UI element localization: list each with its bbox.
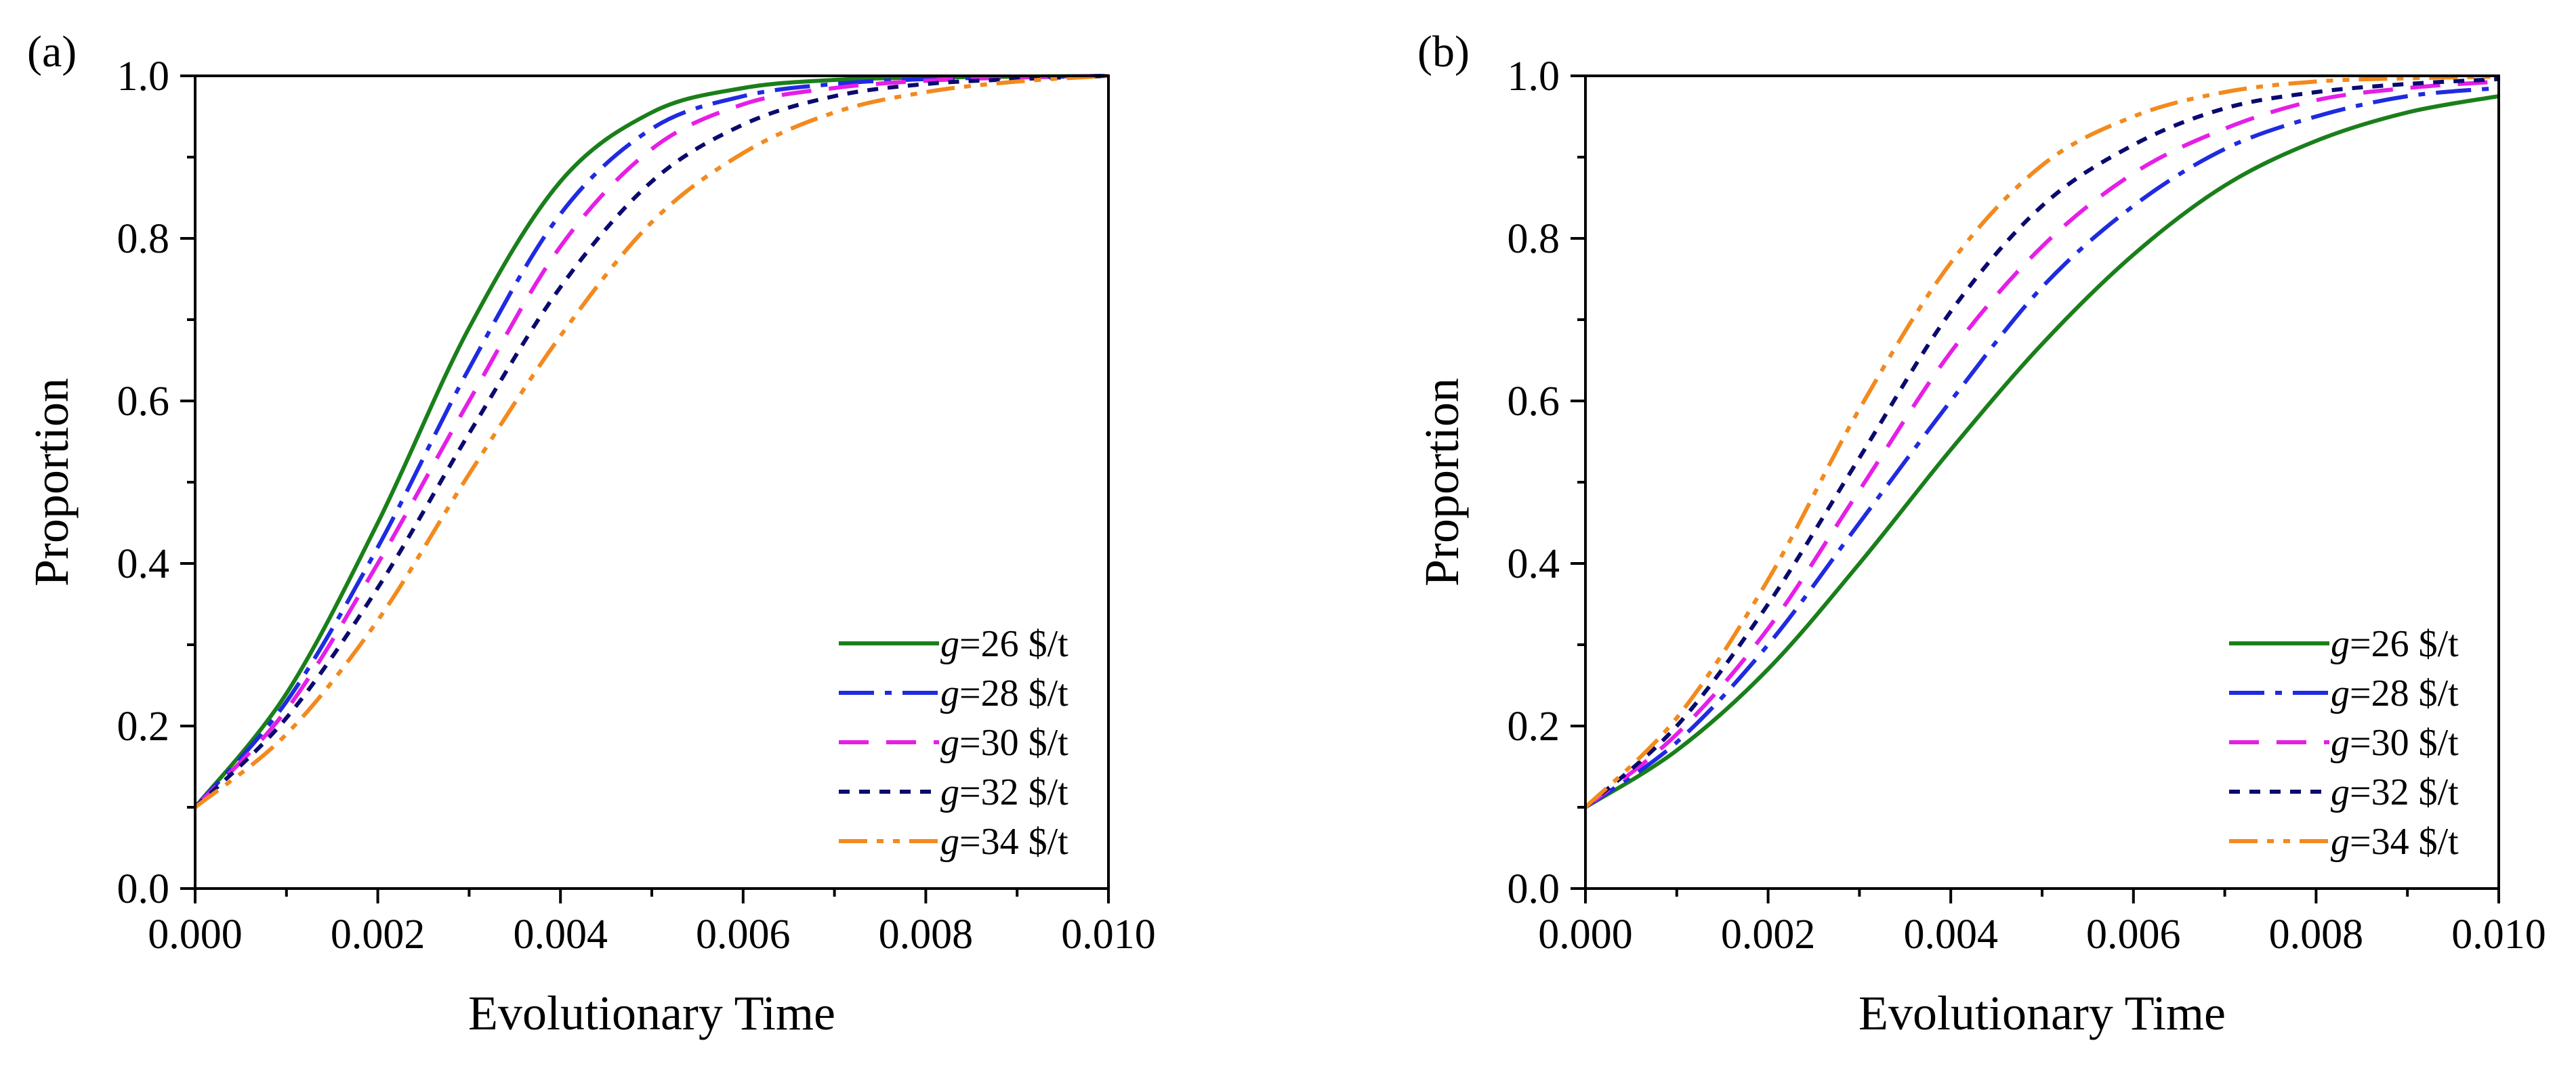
legend-entry-label: g=26 $/t <box>940 623 1068 665</box>
legend-value: =28 $/t <box>2350 672 2459 714</box>
x-tick-label: 0.006 <box>2086 912 2181 958</box>
legend: g=26 $/tg=28 $/tg=30 $/tg=32 $/tg=34 $/t <box>839 623 1068 863</box>
legend-entry-label: g=26 $/t <box>2331 623 2459 665</box>
legend-variable: g <box>940 771 959 813</box>
y-tick-label: 1.0 <box>117 54 170 100</box>
y-tick-label: 0.8 <box>117 216 170 262</box>
legend-variable: g <box>2331 821 2350 863</box>
x-tick-label: 0.002 <box>1721 912 1816 958</box>
y-tick-label: 0.4 <box>117 541 170 587</box>
series-lines <box>1585 74 2499 809</box>
series-line-26 <box>1585 94 2499 809</box>
series-line-28 <box>1585 86 2499 809</box>
y-tick-label: 0.8 <box>1508 216 1560 262</box>
legend-entry-label: g=34 $/t <box>2331 821 2459 863</box>
legend-entry-label: g=34 $/t <box>940 821 1068 863</box>
y-tick-label: 0.0 <box>117 866 170 912</box>
legend-value: =28 $/t <box>959 672 1068 714</box>
legend-value: =30 $/t <box>959 722 1068 764</box>
x-axis-label: Evolutionary Time <box>468 986 835 1040</box>
legend-variable: g <box>2331 771 2350 813</box>
x-tick-label: 0.008 <box>879 912 974 958</box>
legend-variable: g <box>940 623 959 665</box>
chart-panel-b: 0.000 0.002 0.004 0.006 0.008 0.010 0.0 0.2 0.4 0… <box>1415 27 2546 1040</box>
x-tick-label: 0.010 <box>1061 912 1156 958</box>
legend-entry-label: g=28 $/t <box>940 672 1068 714</box>
legend-value: =32 $/t <box>959 771 1068 813</box>
legend-value: =26 $/t <box>2350 623 2459 665</box>
legend-value: =26 $/t <box>959 623 1068 665</box>
legend-entry-label: g=28 $/t <box>2331 672 2459 714</box>
x-tick-label: 0.000 <box>148 912 243 958</box>
series-line-32 <box>1585 77 2499 809</box>
x-tick-label: 0.006 <box>696 912 791 958</box>
y-tick-label: 0.2 <box>1508 704 1560 750</box>
legend: g=26 $/tg=28 $/tg=30 $/tg=32 $/tg=34 $/t <box>2229 623 2459 863</box>
x-tick-label: 0.004 <box>1903 912 1998 958</box>
series-line-32 <box>195 74 1108 809</box>
series-line-30 <box>1585 79 2499 809</box>
legend-entry-label: g=32 $/t <box>940 771 1068 813</box>
legend-entry-label: g=30 $/t <box>940 722 1068 764</box>
series-line-34 <box>1585 74 2499 809</box>
legend-variable: g <box>940 722 959 764</box>
x-tick-label: 0.004 <box>513 912 608 958</box>
y-axis-label: Proportion <box>1415 378 1469 586</box>
legend-entry-label: g=30 $/t <box>2331 722 2459 764</box>
legend-variable: g <box>2331 623 2350 665</box>
y-tick-label: 0.6 <box>1508 379 1560 425</box>
legend-variable: g <box>940 672 959 714</box>
series-line-30 <box>195 74 1108 809</box>
legend-value: =30 $/t <box>2350 722 2459 764</box>
legend-value: =34 $/t <box>959 821 1068 863</box>
panel-label: (a) <box>27 27 77 77</box>
legend-entry-label: g=32 $/t <box>2331 771 2459 813</box>
y-tick-label: 0.6 <box>117 379 170 425</box>
x-tick-label: 0.000 <box>1538 912 1633 958</box>
y-tick-label: 0.2 <box>117 704 170 750</box>
legend-variable: g <box>2331 722 2350 764</box>
x-tick-label: 0.002 <box>331 912 425 958</box>
legend-variable: g <box>2331 672 2350 714</box>
x-tick-label: 0.008 <box>2269 912 2364 958</box>
chart-panel-a: 0.000 0.002 0.004 0.006 0.008 0.010 0.0 0.2 0.4 0… <box>24 27 1156 1040</box>
x-tick-label: 0.010 <box>2451 912 2546 958</box>
x-axis-label: Evolutionary Time <box>1858 986 2226 1040</box>
series-line-34 <box>195 74 1108 809</box>
y-axis-label: Proportion <box>24 378 79 586</box>
series-lines <box>195 74 1108 809</box>
y-tick-label: 1.0 <box>1508 54 1560 100</box>
panel-label: (b) <box>1417 27 1470 77</box>
legend-value: =34 $/t <box>2350 821 2459 863</box>
legend-value: =32 $/t <box>2350 771 2459 813</box>
y-tick-label: 0.4 <box>1508 541 1560 587</box>
y-tick-label: 0.0 <box>1508 866 1560 912</box>
legend-variable: g <box>940 821 959 863</box>
